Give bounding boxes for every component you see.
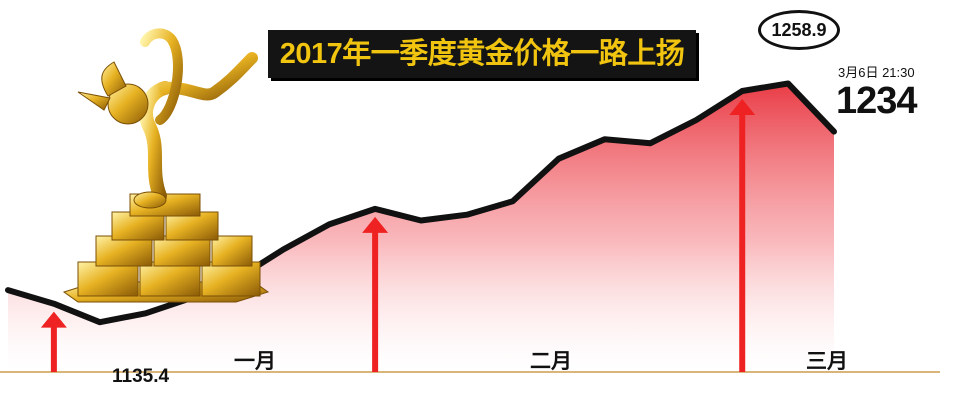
month-arrow-mar xyxy=(729,99,756,372)
current-time-label: 3月6日 21:30 xyxy=(838,65,915,80)
min-value-label: 1135.4 xyxy=(112,366,170,387)
month-label-feb: 二月 xyxy=(530,350,572,373)
gold-trophy-icon xyxy=(62,28,270,303)
peak-value-label: 1258.9 xyxy=(758,10,840,50)
month-arrow-feb xyxy=(362,216,389,372)
month-arrow-jan xyxy=(40,311,67,372)
month-label-jan: 一月 xyxy=(234,350,276,373)
month-label-mar: 三月 xyxy=(806,350,848,373)
chart-title: 2017年一季度黄金价格一路上扬 xyxy=(268,30,696,78)
price-line xyxy=(5,80,837,326)
current-value-label: 1234 xyxy=(836,80,918,122)
